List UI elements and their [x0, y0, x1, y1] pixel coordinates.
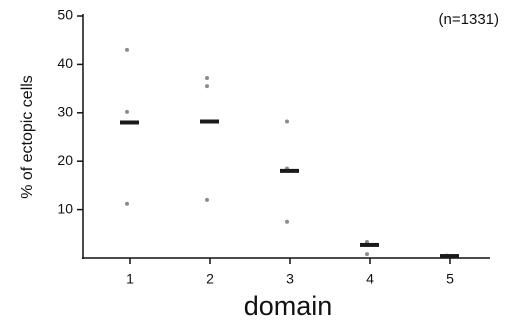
- mean-bar: [440, 254, 459, 259]
- x-tick-label: 1: [126, 271, 134, 287]
- data-point: [205, 84, 209, 89]
- data-point: [285, 219, 289, 224]
- annotation: (n=1331): [439, 11, 499, 28]
- x-tick-label: 3: [286, 271, 294, 287]
- y-tick-label: 50: [57, 7, 73, 23]
- y-tick-label: 10: [57, 200, 73, 216]
- mean-bar: [360, 242, 379, 247]
- y-axis-label: % of ectopic cells: [19, 75, 36, 199]
- x-tick-label: 5: [446, 271, 454, 287]
- data-point: [365, 252, 369, 257]
- data-point: [125, 47, 129, 52]
- x-tick-label: 2: [206, 271, 214, 287]
- mean-bar: [280, 168, 299, 173]
- y-tick-label: 30: [57, 104, 73, 120]
- data-point: [205, 75, 209, 80]
- y-tick-label: 40: [57, 55, 73, 71]
- data-point: [125, 201, 129, 206]
- mean-bar: [120, 120, 139, 125]
- data-point: [205, 197, 209, 202]
- data-point: [285, 119, 289, 124]
- y-tick-label: 20: [57, 152, 73, 168]
- data-point: [125, 109, 129, 114]
- x-axis-label: domain: [244, 291, 333, 321]
- mean-bar: [200, 119, 219, 124]
- x-tick-label: 4: [366, 271, 374, 287]
